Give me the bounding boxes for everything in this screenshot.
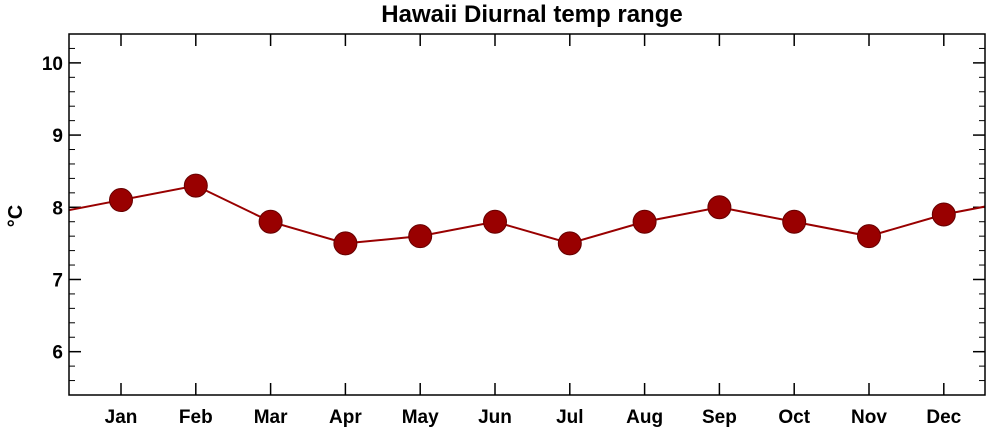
data-point: [857, 224, 881, 249]
x-tick-label: Apr: [329, 407, 362, 428]
data-point: [782, 209, 807, 234]
x-tick-label: Nov: [851, 407, 887, 428]
x-tick-labels: Jan Feb Mar Apr May Jun Jul Aug Sep Oct Nov Dec: [105, 407, 962, 428]
x-tick-label: Oct: [778, 407, 810, 428]
y-tick-label: 8: [52, 198, 63, 219]
x-tick-label: Sep: [702, 407, 737, 428]
x-tick-label: May: [402, 407, 439, 428]
data-point: [109, 188, 133, 213]
data-point: [183, 173, 208, 198]
series-layer: [69, 173, 985, 256]
x-tick-label: Dec: [926, 407, 961, 428]
y-tick-label: 10: [42, 54, 63, 75]
x-tick-label: Feb: [179, 407, 213, 428]
x-tick-label: Jun: [478, 407, 512, 428]
x-tick-label: Jul: [556, 407, 583, 428]
data-point: [408, 224, 433, 249]
y-axis-label: °C: [5, 205, 27, 227]
axis-ticks: [69, 33, 985, 396]
y-tick-label: 6: [52, 343, 63, 364]
y-tick-label: 9: [52, 126, 63, 147]
plot-frame: [68, 33, 986, 396]
data-point: [258, 209, 283, 234]
data-point: [707, 195, 732, 220]
x-tick-label: Jan: [105, 407, 138, 428]
y-tick-labels: 6 7 8 9 10: [42, 54, 63, 364]
x-tick-label: Aug: [626, 407, 663, 428]
y-tick-label: 7: [52, 270, 63, 291]
series-line: [69, 184, 985, 245]
data-point: [632, 209, 657, 234]
x-tick-label: Mar: [254, 407, 288, 428]
data-point: [483, 209, 507, 234]
data-point: [333, 231, 358, 256]
data-point: [931, 202, 956, 227]
data-point: [557, 231, 582, 256]
chart-title: Hawaii Diurnal temp range: [381, 1, 682, 28]
